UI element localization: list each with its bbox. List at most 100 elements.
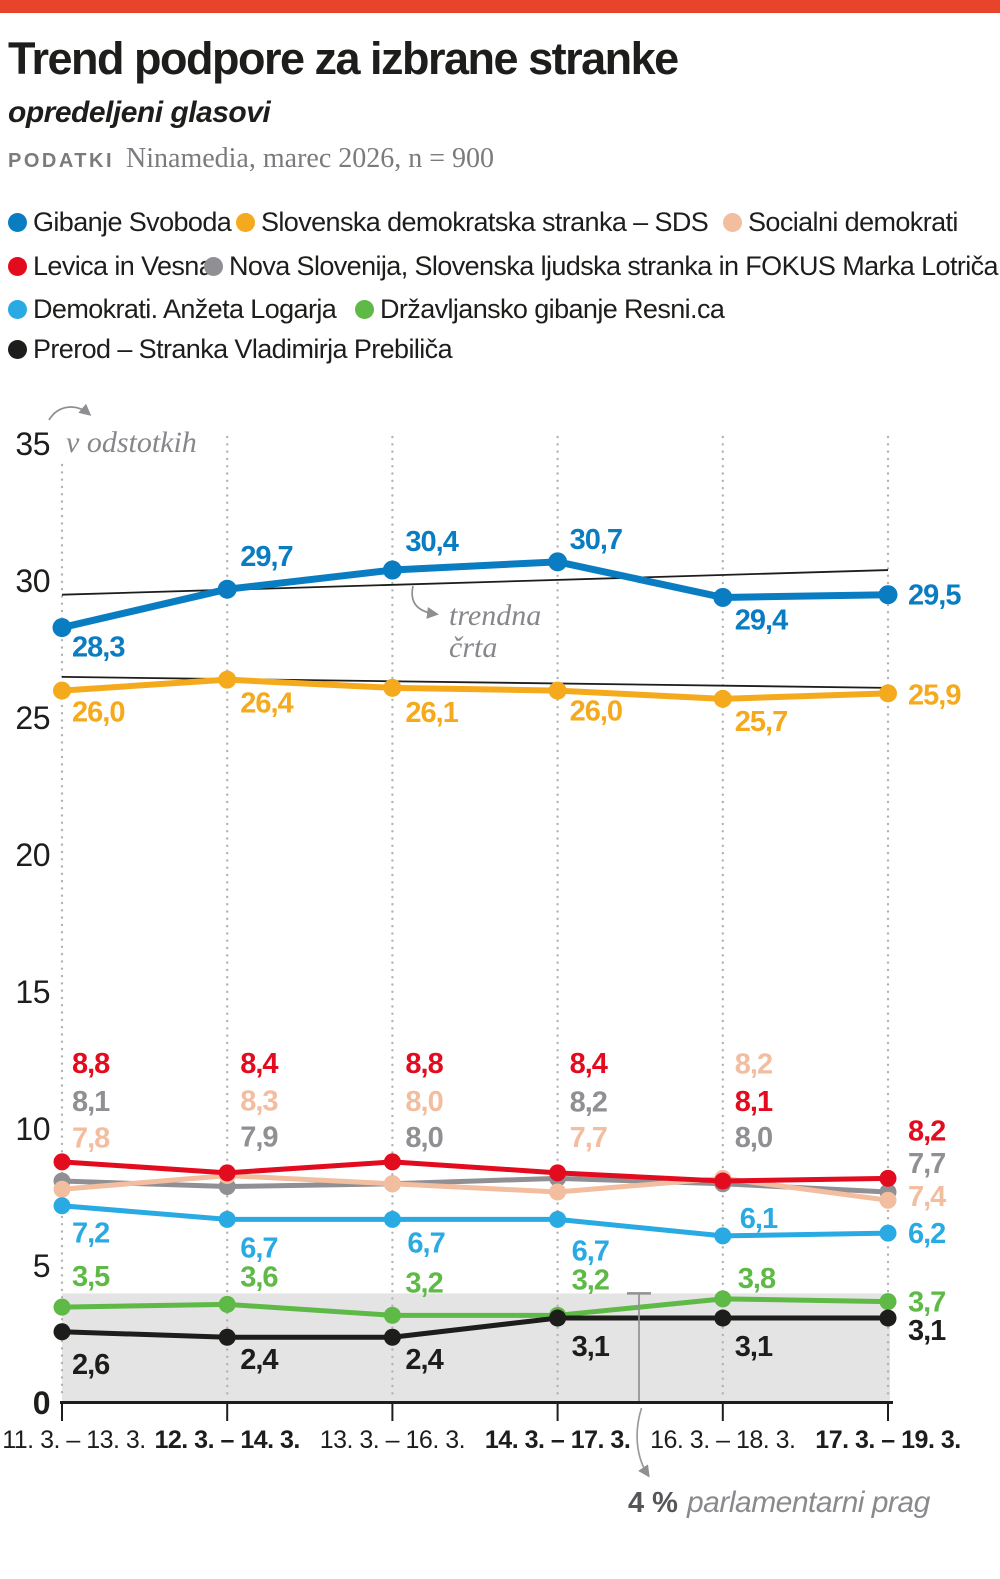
data-point	[714, 1290, 732, 1308]
value-label: 6,7	[240, 1232, 277, 1264]
series-demokrati: 7,2 6,7 6,7 6,7 6,1 6,2	[53, 1197, 946, 1267]
data-point	[218, 1328, 236, 1346]
data-point	[383, 678, 402, 697]
data-point	[383, 1175, 401, 1193]
data-point	[879, 1169, 897, 1187]
unit-annotation: v odstotkih	[48, 403, 197, 459]
y-tick-label: 30	[15, 563, 50, 599]
value-label: 26,0	[570, 696, 622, 728]
value-label: 3,7	[908, 1287, 945, 1319]
data-point	[53, 1153, 71, 1171]
legend-item: Nova Slovenija, Slovenska ljudska strank…	[204, 250, 999, 282]
data-point	[383, 1306, 401, 1324]
value-label: 25,7	[735, 706, 787, 738]
data-point	[53, 681, 71, 700]
data-point	[714, 1309, 732, 1327]
value-label: 8,4	[570, 1048, 608, 1080]
x-tick-label: 13. 3. – 16. 3.	[320, 1426, 465, 1454]
data-point	[714, 1172, 732, 1190]
data-point	[879, 1191, 897, 1209]
value-label: 30,7	[570, 524, 622, 556]
legend-label: Gibanje Svoboda	[33, 206, 232, 237]
data-point	[549, 1164, 567, 1182]
legend-label: Nova Slovenija, Slovenska ljudska strank…	[229, 250, 999, 281]
data-point	[218, 1210, 236, 1228]
value-label: 2,6	[72, 1349, 110, 1381]
y-tick-label: 20	[15, 837, 50, 873]
series-prerod: 2,6 2,4 2,4 3,1 3,1 3,1	[53, 1309, 947, 1381]
value-label: 7,9	[240, 1122, 278, 1154]
data-point	[218, 670, 237, 689]
value-label: 3,2	[572, 1264, 609, 1296]
data-point	[52, 618, 72, 638]
series-line-demokrati	[61, 1203, 889, 1239]
legend-label: Levica in Vesna	[33, 250, 214, 281]
series-line-prerod	[61, 1315, 888, 1340]
legend-dot-icon	[8, 339, 27, 359]
legend-dot-icon	[204, 256, 223, 276]
value-label: 8,3	[240, 1086, 278, 1118]
value-label: 7,8	[72, 1122, 110, 1154]
value-label: 7,7	[908, 1148, 945, 1180]
legend-item: Levica in Vesna	[8, 250, 214, 282]
value-label: 3,1	[735, 1331, 773, 1363]
value-label: 29,4	[735, 604, 788, 636]
value-label: 6,2	[908, 1218, 945, 1250]
trendline-arrow-icon	[411, 585, 439, 619]
data-point	[714, 1227, 732, 1245]
data-point	[383, 1328, 401, 1346]
value-label: 26,0	[72, 697, 124, 729]
x-tick-label: 12. 3. – 14. 3.	[154, 1426, 299, 1454]
data-point	[548, 552, 568, 572]
legend-item: Državljansko gibanje Resni.ca	[355, 293, 725, 325]
legend-label: Slovenska demokratska stranka – SDS	[261, 206, 709, 237]
value-label: 8,1	[735, 1086, 773, 1118]
value-label: 6,1	[740, 1203, 778, 1235]
data-point	[383, 1210, 401, 1228]
value-label: 25,9	[908, 679, 961, 711]
svg-text:trendna: trendna	[449, 599, 541, 632]
threshold-band	[62, 1293, 890, 1402]
legend-dot-icon	[355, 299, 374, 319]
legend-item: Demokrati. Anžeta Logarja	[8, 293, 337, 325]
legend-dot-icon	[8, 256, 27, 276]
data-point	[879, 1309, 897, 1327]
value-label: 29,5	[908, 580, 961, 612]
svg-text:v odstotkih: v odstotkih	[66, 426, 197, 459]
series-line-sds	[61, 676, 889, 702]
y-tick-label: 0	[33, 1385, 50, 1421]
value-label: 3,5	[72, 1261, 110, 1293]
data-point	[383, 1153, 401, 1171]
series-resnica: 3,5 3,6 3,2 3,2 3,8 3,7	[53, 1261, 946, 1324]
value-label: 3,1	[908, 1315, 946, 1347]
top-accent-bar	[0, 0, 1000, 13]
data-point	[878, 585, 898, 605]
data-point	[713, 587, 733, 607]
value-label: 3,8	[738, 1263, 776, 1295]
data-point	[549, 1183, 567, 1201]
value-label: 8,0	[735, 1122, 772, 1154]
gridlines	[60, 435, 890, 1400]
value-label: 8,0	[405, 1086, 442, 1118]
legend-label: Prerod – Stranka Vladimirja Prebiliča	[33, 333, 453, 364]
y-tick-label: 15	[15, 974, 50, 1010]
source-text: Ninamedia, marec 2026, n = 900	[126, 143, 495, 174]
value-label: 6,7	[407, 1227, 444, 1259]
data-point	[548, 681, 567, 700]
x-tick-label: 16. 3. – 18. 3.	[650, 1426, 795, 1454]
value-label: 30,4	[405, 526, 458, 558]
threshold-annotation: 4 % parlamentarni prag	[627, 1292, 931, 1519]
value-label: 3,1	[572, 1331, 610, 1363]
value-label: 3,2	[405, 1267, 442, 1299]
legend-dot-icon	[8, 212, 27, 232]
svg-text:črta: črta	[449, 631, 497, 664]
page-subtitle: opredeljeni glasovi	[8, 96, 271, 129]
data-point	[879, 1293, 897, 1311]
data-point	[218, 1295, 236, 1313]
legend-dot-icon	[8, 299, 27, 319]
data-point	[382, 560, 402, 580]
threshold-arrow-icon	[636, 1407, 650, 1478]
legend-dot-icon	[723, 212, 742, 232]
